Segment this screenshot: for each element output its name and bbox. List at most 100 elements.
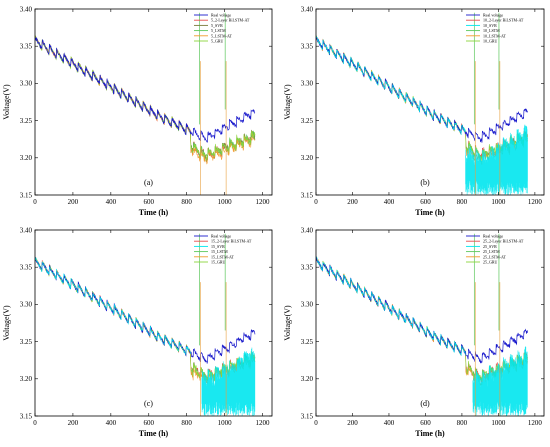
chart-panel-3: 0 200 400 600 800 1000 1200 3.15 3.20 3.25 3.30 3.3… xyxy=(283,226,545,438)
series-line xyxy=(35,36,256,161)
panel-label: (a) xyxy=(144,178,153,187)
y-axis-title: Voltage(V) xyxy=(283,84,292,120)
y-tick-label: 3.40 xyxy=(301,5,314,13)
plot-area xyxy=(316,233,528,416)
y-tick-label: 3.35 xyxy=(301,43,314,51)
legend-label: 15_2-Layer BiLSTM-AT xyxy=(211,239,252,244)
series-line xyxy=(316,256,528,364)
series-line xyxy=(316,36,528,165)
y-tick-label: 3.15 xyxy=(301,412,314,420)
x-tick-label: 1000 xyxy=(218,419,233,427)
x-tick-label: 1200 xyxy=(528,419,543,427)
y-tick-label: 3.30 xyxy=(301,301,314,309)
series-line xyxy=(35,257,191,355)
series-line xyxy=(35,35,256,163)
legend-label: Real voltage xyxy=(211,234,231,239)
y-tick-label: 3.25 xyxy=(301,338,314,346)
x-tick-label: 400 xyxy=(106,198,117,206)
series-line xyxy=(316,256,528,381)
y-tick-label: 3.15 xyxy=(20,191,33,199)
series-noise-band xyxy=(472,346,528,416)
series-line xyxy=(316,258,528,383)
plot-frame xyxy=(315,229,545,417)
panel-label: (c) xyxy=(144,399,153,408)
panel-label: (d) xyxy=(420,399,430,408)
y-tick-label: 3.25 xyxy=(301,117,314,125)
series-line xyxy=(35,257,256,384)
y-axis-title: Voltage(V) xyxy=(2,305,11,341)
legend-label: 10_GRU xyxy=(483,39,498,44)
x-tick-label: 400 xyxy=(106,419,117,427)
x-tick-label: 0 xyxy=(33,419,37,427)
plot-area xyxy=(316,12,528,195)
legend-label: 10_2-Layer BiLSTM-AT xyxy=(483,18,524,23)
legend-label: 10_LSTM xyxy=(483,28,500,33)
y-tick-label: 3.40 xyxy=(20,226,33,234)
legend-label: 5_SVR xyxy=(211,23,223,28)
y-tick-label: 3.20 xyxy=(301,154,314,162)
x-tick-label: 200 xyxy=(68,419,79,427)
legend-label: 15_LSTM-AT xyxy=(211,254,234,259)
plot-area xyxy=(35,12,256,195)
series-line xyxy=(316,34,528,161)
legend-label: 15_SVR xyxy=(211,244,225,249)
series-line xyxy=(35,37,256,143)
y-axis-title: Voltage(V) xyxy=(2,84,11,120)
y-tick-label: 3.40 xyxy=(301,226,314,234)
y-tick-label: 3.15 xyxy=(20,412,33,420)
y-tick-label: 3.30 xyxy=(20,80,33,88)
x-tick-label: 0 xyxy=(314,419,318,427)
x-tick-label: 1000 xyxy=(218,198,233,206)
legend-label: 25_GRU xyxy=(483,260,498,265)
x-tick-label: 200 xyxy=(68,198,79,206)
legend-label: 5_2-Layer BiLSTM-AT xyxy=(211,18,250,23)
x-tick-label: 1200 xyxy=(256,198,271,206)
plot-frame xyxy=(34,8,273,196)
series-line xyxy=(316,257,528,386)
series-line xyxy=(316,35,466,135)
legend-label: Real voltage xyxy=(211,13,231,18)
legend-label: 15_LSTM xyxy=(211,249,228,254)
x-tick-label: 800 xyxy=(457,419,468,427)
legend-label: 5_LSTM-AT xyxy=(211,33,232,38)
series-line xyxy=(316,256,528,382)
series-line xyxy=(316,36,528,159)
legend-label: 25_SVR xyxy=(483,244,497,249)
plot-frame xyxy=(34,229,273,417)
x-tick-label: 400 xyxy=(384,419,395,427)
series-line xyxy=(35,257,256,382)
legend-label: Real voltage xyxy=(483,234,503,239)
series-noise-band xyxy=(201,347,256,416)
x-tick-label: 1200 xyxy=(528,198,543,206)
x-tick-label: 200 xyxy=(347,198,358,206)
series-line xyxy=(316,36,528,143)
x-tick-label: 1000 xyxy=(491,419,506,427)
x-axis-title: Time (h) xyxy=(139,208,169,217)
panel-label: (b) xyxy=(420,178,430,187)
y-tick-label: 3.35 xyxy=(20,264,33,272)
y-tick-label: 3.30 xyxy=(20,301,33,309)
series-line xyxy=(35,35,256,165)
y-tick-label: 3.15 xyxy=(301,191,314,199)
series-line xyxy=(35,36,256,161)
x-tick-label: 600 xyxy=(420,419,431,427)
x-axis-title: Time (h) xyxy=(415,208,445,217)
y-tick-label: 3.35 xyxy=(301,264,314,272)
series-line xyxy=(316,256,466,356)
y-tick-label: 3.20 xyxy=(301,375,314,383)
y-axis-title: Voltage(V) xyxy=(283,305,292,341)
series-line xyxy=(35,256,256,382)
legend-label: 25_LSTM-AT xyxy=(483,254,506,259)
legend-label: 5_GRU xyxy=(211,39,224,44)
x-tick-label: 1000 xyxy=(491,198,506,206)
x-tick-label: 800 xyxy=(181,198,192,206)
y-tick-label: 3.25 xyxy=(20,338,33,346)
x-tick-label: 600 xyxy=(420,198,431,206)
y-tick-label: 3.30 xyxy=(301,80,314,88)
plot-frame xyxy=(315,8,545,196)
y-tick-label: 3.20 xyxy=(20,375,33,383)
chart-panel-1: 0 200 400 600 800 1000 1200 3.15 3.20 3.25 3.30 3.3… xyxy=(283,5,545,217)
x-tick-label: 0 xyxy=(33,198,37,206)
x-axis-title: Time (h) xyxy=(139,429,169,438)
